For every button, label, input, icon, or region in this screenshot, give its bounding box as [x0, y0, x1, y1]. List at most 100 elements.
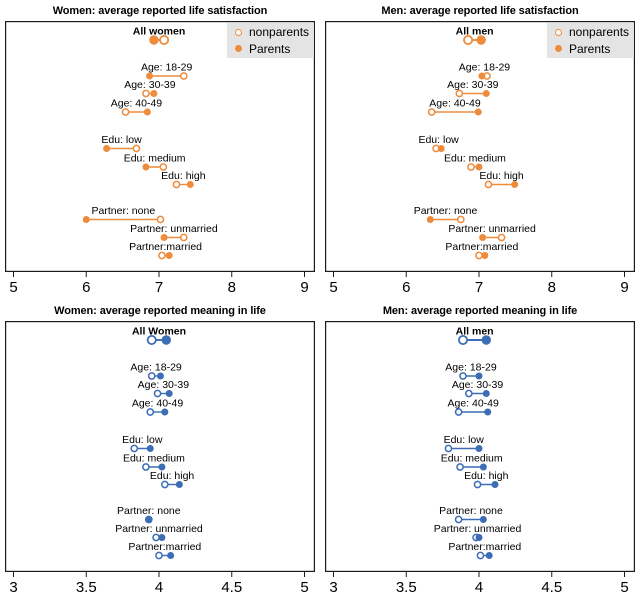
dumbbell-row: Edu: high — [150, 470, 194, 489]
nonparents-marker — [457, 334, 468, 345]
nonparents-marker — [172, 180, 181, 189]
parents-marker — [165, 390, 173, 397]
nonparents-marker — [473, 480, 482, 489]
parents-marker — [479, 516, 487, 523]
axis-tick-label: 5 — [300, 579, 308, 596]
parents-marker — [475, 534, 483, 541]
panel-men-life-satisfaction: Men: average reported life satisfaction … — [320, 0, 640, 300]
dumbbell-row: Edu: high — [479, 170, 524, 189]
row-label: Partner: unmarried — [448, 223, 536, 235]
parents-marker — [475, 445, 483, 452]
axis-tick-label: 6 — [82, 279, 90, 296]
nonparents-marker — [444, 444, 453, 453]
row-label: Age: 30-39 — [447, 79, 499, 91]
nonparents-marker — [456, 463, 464, 471]
dumbbell-row: Age: 40-49 — [132, 398, 183, 416]
axis-tick-label: 9 — [620, 279, 628, 296]
parents-marker — [476, 35, 486, 45]
legend-label-nonparents: nonparents — [249, 25, 310, 40]
axis-tick-label: 5 — [329, 279, 337, 296]
legend-label-nonparents: nonparents — [569, 25, 630, 40]
dumbbell-row: Partner:married — [128, 541, 201, 560]
dumbbell-row: Partner: none — [82, 205, 165, 224]
parents-marker — [156, 372, 164, 380]
axis-tick-label: 7 — [155, 279, 163, 296]
parents-marker — [149, 35, 159, 45]
dumbbell-row: Partner: unmarried — [448, 223, 536, 242]
dumbbell-row: Edu: high — [161, 170, 206, 189]
nonparents-marker — [153, 389, 162, 398]
axis-tick-label: 6 — [402, 279, 410, 296]
panel-women-meaning-in-life: Women: average reported meaning in life … — [0, 300, 320, 599]
row-label: Partner:married — [128, 541, 201, 553]
parents-marker — [160, 234, 168, 241]
row-label: Edu: high — [464, 470, 509, 482]
dumbbell-row: Edu: medium — [444, 153, 506, 171]
row-label: Partner: unmarried — [115, 523, 203, 535]
dumbbell-row: Edu: low — [122, 434, 163, 453]
parents-marker-icon — [555, 45, 562, 53]
dumbbell-row: Age: 30-39 — [124, 79, 176, 98]
parents-marker — [491, 481, 499, 488]
dumbbell-row: Edu: low — [418, 134, 459, 153]
axis-tick-label: 5 — [620, 579, 628, 596]
row-label: Edu: low — [418, 134, 459, 146]
dumbbell-row: Edu: medium — [124, 153, 186, 171]
axis-tick-label: 8 — [228, 279, 236, 296]
parents-marker — [484, 408, 492, 416]
nonparents-marker — [160, 480, 169, 489]
legend-row-parents: Parents — [555, 42, 634, 56]
nonparents-marker — [142, 89, 150, 98]
dumbbell-row: All men — [456, 326, 494, 345]
axis-tick-label: 3 — [9, 579, 17, 596]
axis-tick-label: 3 — [329, 579, 337, 596]
parents-marker — [437, 145, 445, 152]
row-label: Age: 40-49 — [111, 98, 163, 110]
parents-marker — [186, 181, 194, 188]
row-label: Edu: high — [479, 170, 524, 182]
row-label: All women — [133, 26, 186, 38]
parents-marker — [161, 335, 171, 345]
axis-tick-label: 5 — [9, 279, 17, 296]
parents-marker — [158, 534, 166, 541]
row-label: Age: 30-39 — [124, 79, 176, 91]
row-label: Age: 18-29 — [445, 362, 497, 374]
nonparents-marker — [464, 389, 473, 398]
plot-border — [325, 21, 635, 273]
row-label: Partner: unmarried — [434, 523, 522, 535]
parents-marker — [146, 445, 154, 452]
parents-marker — [167, 552, 175, 559]
dumbbell-row: Partner: unmarried — [130, 223, 218, 242]
parents-marker — [103, 145, 111, 152]
parents-marker — [482, 90, 490, 97]
nonparents-marker — [475, 251, 483, 260]
parents-marker — [161, 408, 169, 416]
axis-tick-label: 4.5 — [541, 579, 562, 596]
nonparents-marker — [159, 163, 168, 171]
nonparents-marker — [152, 533, 160, 542]
legend-row-parents: Parents — [235, 42, 314, 56]
nonparents-marker-icon — [235, 28, 242, 36]
nonparents-marker — [146, 334, 157, 345]
row-label: Edu: medium — [444, 153, 506, 165]
parents-marker-icon — [235, 45, 242, 53]
parents-marker — [82, 216, 90, 223]
row-label: Edu: low — [122, 434, 163, 446]
row-label: Edu: medium — [441, 453, 503, 465]
parents-marker — [150, 90, 158, 97]
plot-border — [5, 321, 315, 573]
row-label: Partner: none — [117, 505, 181, 517]
row-label: Age: 18-29 — [141, 62, 193, 74]
nonparents-marker — [427, 108, 436, 116]
axis-tick-label: 4 — [155, 579, 163, 596]
plot-area-men-meaning-in-life: 3 3.5 4 4.5 5 All men Age: 18-29 Age: 30-39 Age:… — [325, 321, 635, 599]
legend: nonparents Parents — [547, 23, 634, 58]
nonparents-marker — [132, 144, 141, 153]
nonparents-marker — [484, 180, 493, 189]
row-label: All men — [456, 26, 494, 38]
legend-label-parents: Parents — [249, 41, 291, 56]
dumbbell-row: All Women — [132, 326, 186, 345]
row-label: Partner: none — [439, 505, 503, 517]
parents-marker — [143, 108, 151, 116]
row-label: Partner: unmarried — [130, 223, 218, 235]
